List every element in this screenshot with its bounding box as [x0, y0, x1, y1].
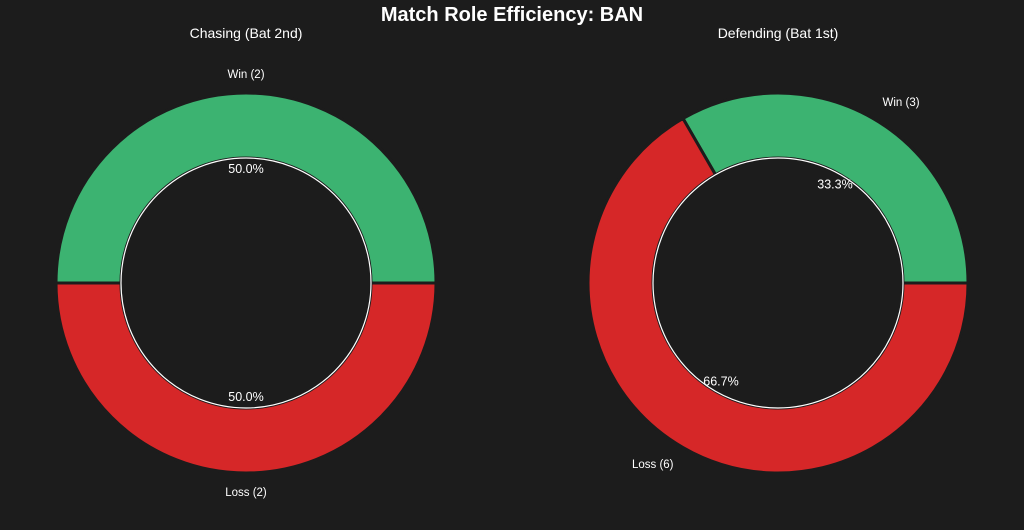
donut-inner-ring — [120, 157, 372, 409]
loss-label: Loss (2) — [225, 487, 267, 499]
win-label: Win (2) — [227, 69, 264, 81]
win-wedge — [54, 91, 438, 285]
figure-title: Match Role Efficiency: BAN — [380, 4, 644, 26]
loss-label: Loss (6) — [632, 459, 674, 471]
win-percent-label: 50.0% — [228, 162, 263, 176]
win-percent-label: 33.3% — [817, 177, 852, 191]
chart-subtitle: Chasing (Bat 2nd) — [190, 25, 303, 41]
chart-subtitle: Defending (Bat 1st) — [718, 25, 839, 41]
donut-inner-ring — [652, 157, 904, 409]
loss-percent-label: 50.0% — [228, 390, 263, 404]
loss-percent-label: 66.7% — [703, 375, 738, 389]
loss-wedge — [54, 281, 438, 475]
win-label: Win (3) — [883, 97, 920, 109]
